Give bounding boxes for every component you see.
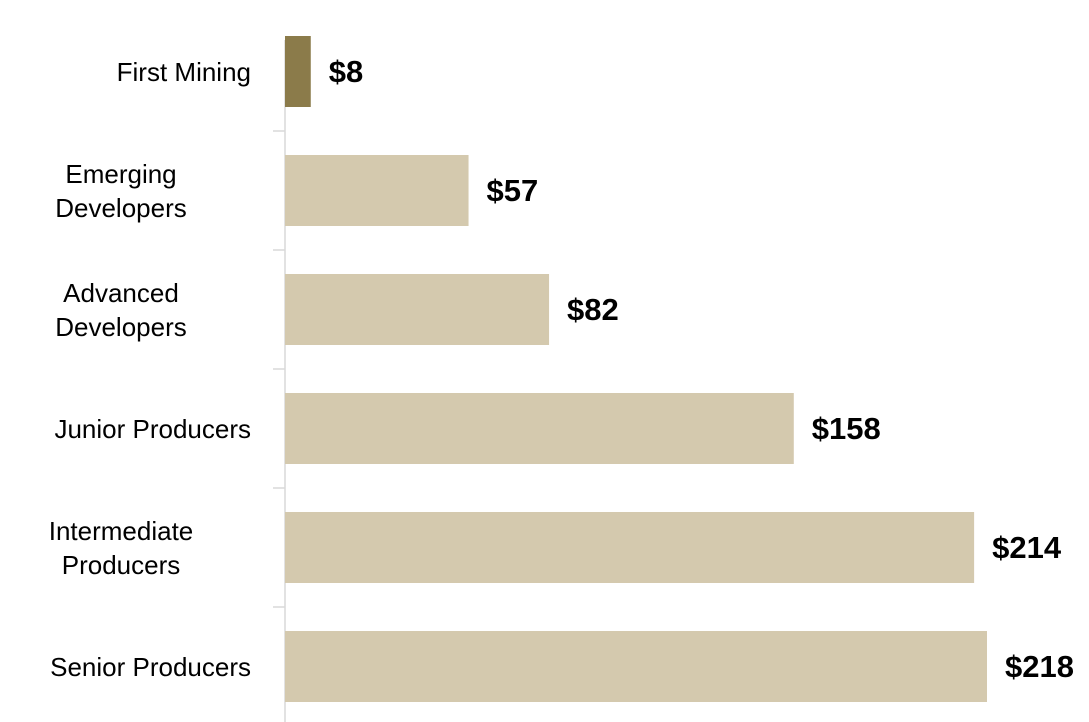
category-label: Advanced Developers bbox=[55, 277, 187, 342]
value-label: $57 bbox=[486, 172, 539, 208]
value-label: $82 bbox=[567, 291, 619, 327]
category-label: Senior Producers bbox=[50, 651, 251, 682]
value-label: $218 bbox=[1005, 648, 1074, 684]
category-label: Junior Producers bbox=[54, 413, 251, 444]
bar bbox=[285, 155, 469, 226]
bar bbox=[285, 274, 550, 345]
bar bbox=[285, 36, 311, 107]
value-label: $8 bbox=[328, 53, 364, 89]
value-label: $158 bbox=[811, 410, 881, 446]
bar bbox=[285, 631, 987, 702]
bar bbox=[285, 512, 975, 583]
bar bbox=[285, 393, 794, 464]
category-label: Emerging Developers bbox=[55, 158, 187, 223]
category-label: First Mining bbox=[116, 56, 251, 87]
value-label: $214 bbox=[992, 529, 1062, 565]
category-label: Intermediate Producers bbox=[48, 515, 194, 580]
